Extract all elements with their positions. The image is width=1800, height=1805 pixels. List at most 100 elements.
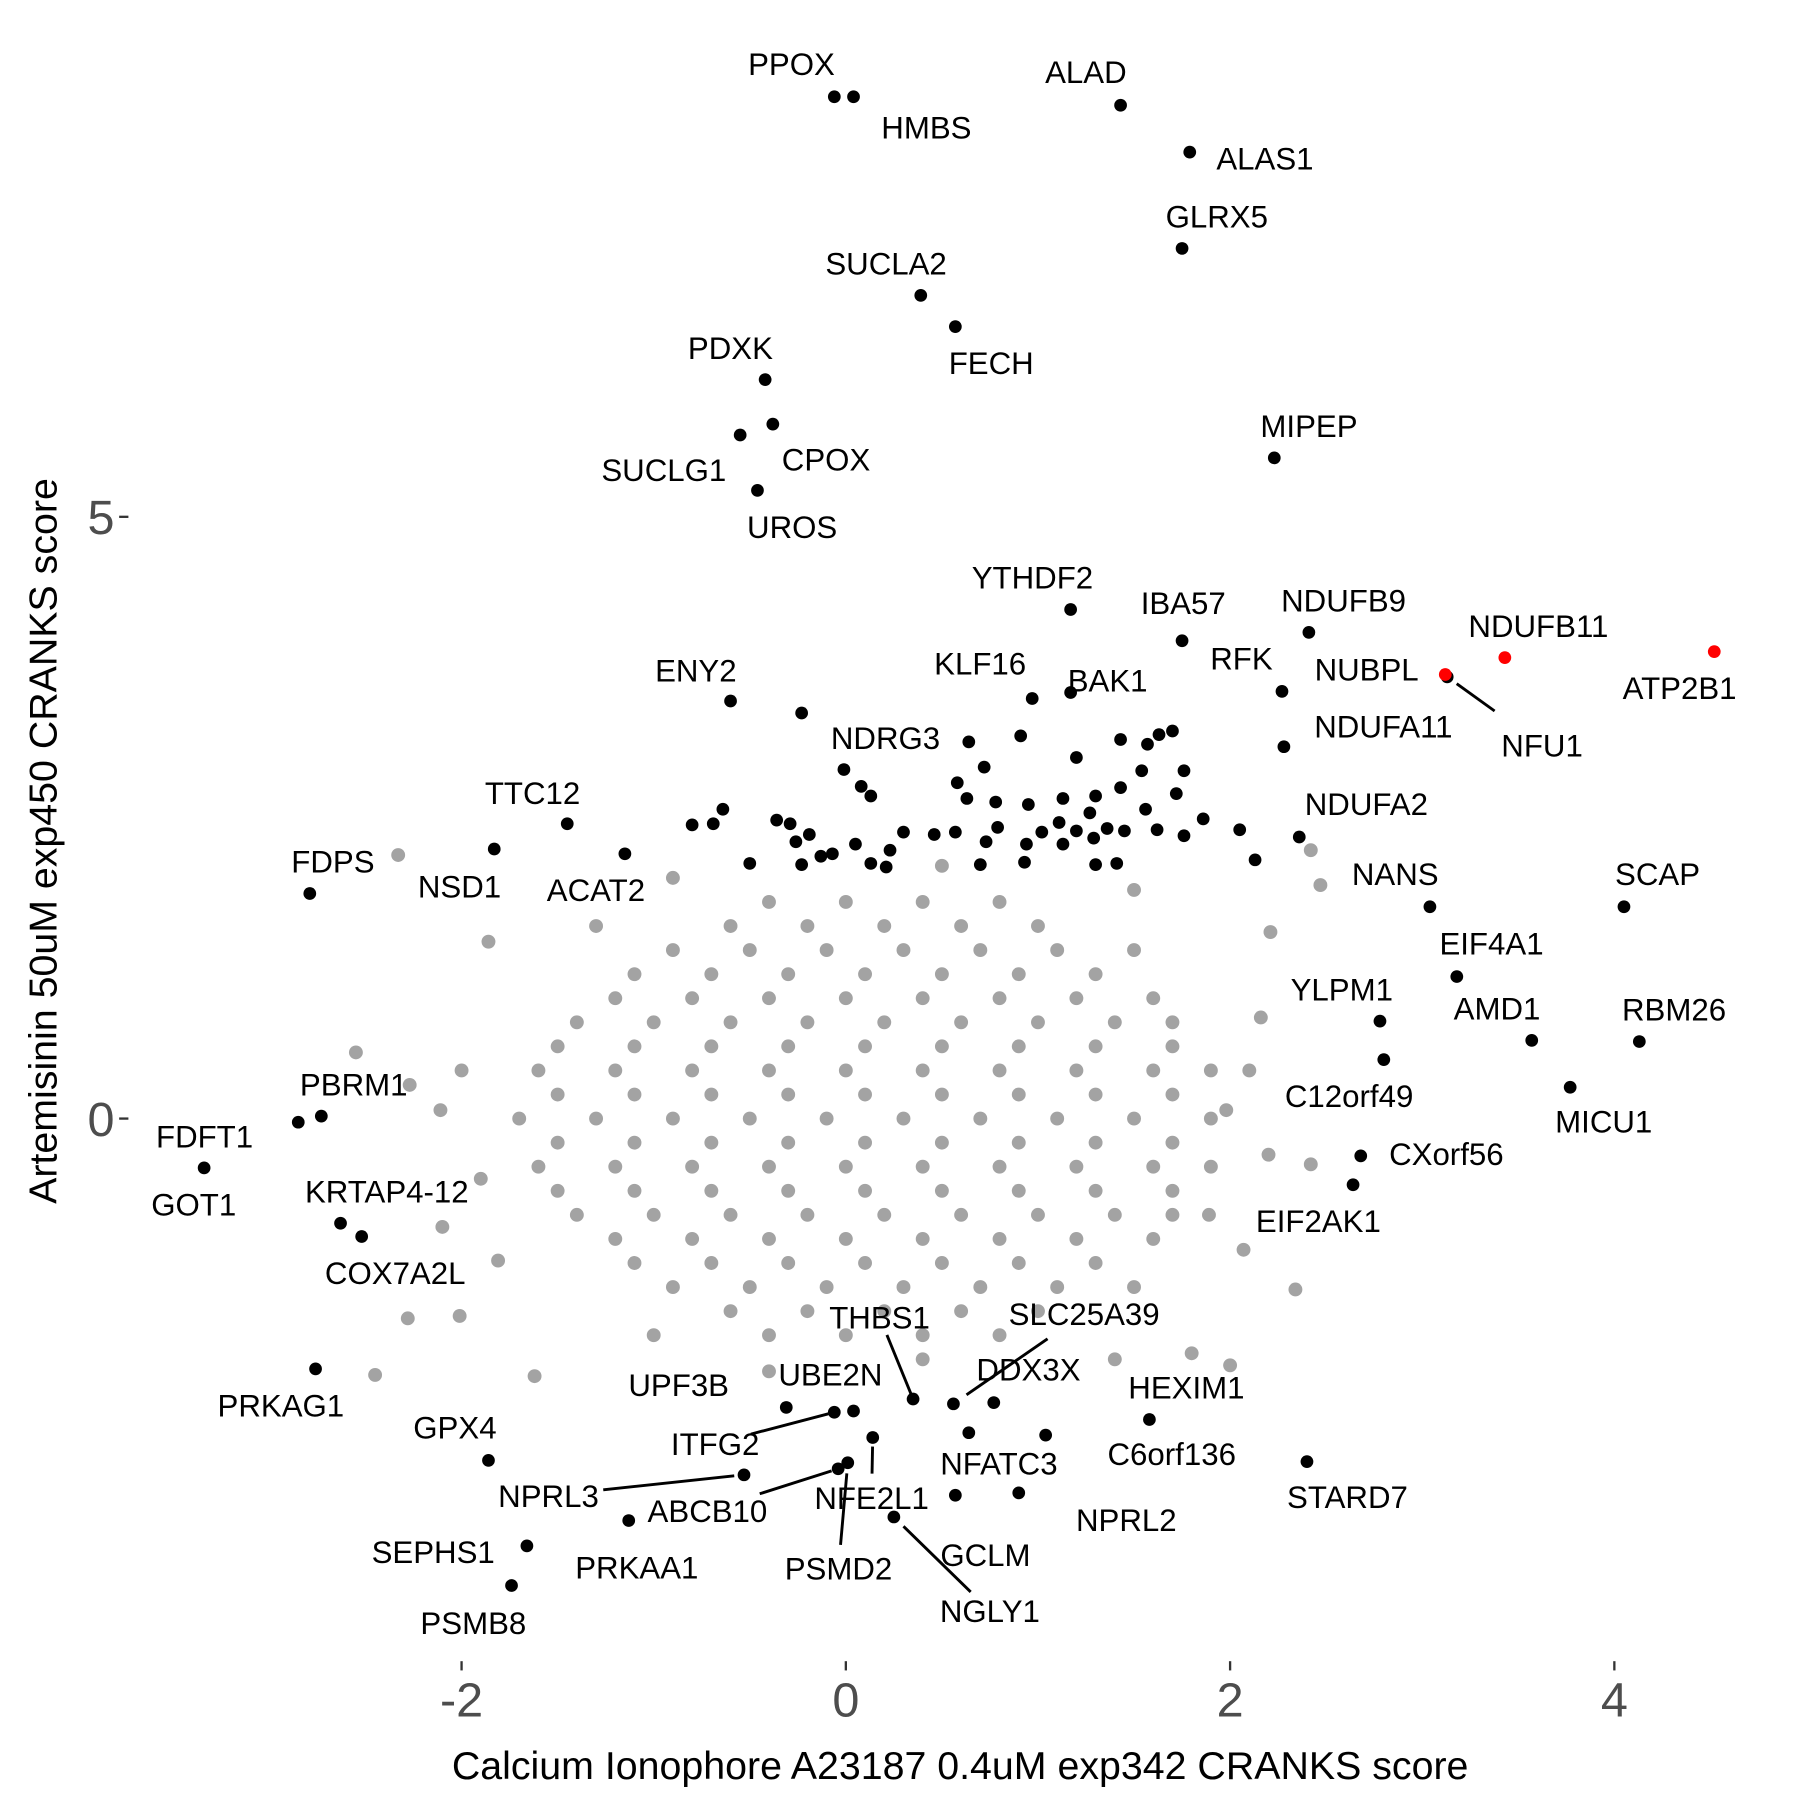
point <box>847 1404 860 1418</box>
point <box>1127 943 1141 958</box>
point <box>742 1280 757 1295</box>
point <box>1175 634 1189 648</box>
point <box>1165 1183 1180 1198</box>
point <box>737 1468 751 1482</box>
point <box>800 919 815 933</box>
point <box>368 1367 383 1382</box>
point <box>1450 970 1464 983</box>
point <box>550 1135 565 1150</box>
point-label: SUCLA2 <box>825 247 946 282</box>
point <box>685 991 700 1006</box>
leader-line <box>839 1473 849 1546</box>
point <box>487 842 501 856</box>
point <box>1275 684 1289 698</box>
point <box>992 895 1007 909</box>
point <box>1288 1282 1303 1297</box>
point <box>742 943 757 958</box>
point <box>527 1369 542 1384</box>
point <box>962 735 976 749</box>
point <box>1031 1207 1045 1222</box>
point-label: STARD7 <box>1287 1480 1408 1515</box>
point <box>887 1510 901 1524</box>
point <box>1039 1428 1053 1442</box>
point <box>1107 1207 1122 1222</box>
leader-line <box>885 1334 913 1396</box>
point <box>309 1362 322 1376</box>
point <box>303 887 317 900</box>
point <box>977 760 991 774</box>
point <box>291 1115 305 1129</box>
point <box>1139 802 1152 816</box>
point <box>1300 1455 1314 1468</box>
point <box>762 895 776 909</box>
point <box>897 825 910 839</box>
point <box>1110 857 1124 870</box>
point <box>989 795 1003 809</box>
point-label: PPOX <box>748 47 835 82</box>
point <box>879 860 893 874</box>
point <box>1423 900 1437 914</box>
point-label: MICU1 <box>1555 1104 1652 1139</box>
point <box>665 870 680 885</box>
point <box>973 1280 988 1295</box>
point <box>627 1087 642 1102</box>
point-label: YLPM1 <box>1291 972 1393 1007</box>
point <box>646 1328 661 1343</box>
point <box>1632 1035 1646 1048</box>
point <box>781 1183 796 1198</box>
point <box>849 837 862 851</box>
point <box>934 858 949 873</box>
point <box>858 1039 872 1054</box>
point-label: THBS1 <box>829 1300 930 1335</box>
point <box>770 813 784 827</box>
point <box>1069 1063 1084 1078</box>
point <box>1100 822 1114 835</box>
point-label: C12orf49 <box>1285 1079 1413 1114</box>
point <box>589 919 604 933</box>
point <box>858 1183 872 1198</box>
point <box>685 1063 700 1078</box>
point <box>1088 1183 1103 1198</box>
y-tick-label: 0 <box>87 1093 114 1147</box>
point <box>1165 1087 1180 1102</box>
point <box>1617 900 1631 914</box>
point <box>1525 1033 1539 1047</box>
point <box>1069 1231 1084 1246</box>
point <box>781 1039 796 1054</box>
point <box>1127 1111 1141 1126</box>
point <box>1438 668 1452 681</box>
point <box>314 1109 328 1123</box>
point <box>1088 1087 1103 1102</box>
point <box>883 843 897 857</box>
point-label: NSD1 <box>418 870 501 905</box>
leader-line <box>750 1412 829 1436</box>
point-label: NPRL3 <box>498 1479 599 1514</box>
point <box>454 1063 469 1078</box>
point <box>954 1015 969 1030</box>
point <box>896 1280 911 1295</box>
point <box>1135 764 1149 778</box>
point-label: BAK1 <box>1068 663 1148 698</box>
point <box>1069 1159 1084 1174</box>
point <box>1143 1413 1156 1426</box>
point <box>1707 645 1721 658</box>
point <box>1031 1304 1045 1319</box>
point <box>854 780 868 793</box>
point <box>531 1159 546 1174</box>
point <box>560 817 574 831</box>
point <box>685 818 699 832</box>
point <box>355 1230 369 1243</box>
point <box>915 1231 930 1246</box>
point-label: ACAT2 <box>547 873 645 908</box>
point-label: HEXIM1 <box>1128 1371 1244 1406</box>
point <box>1183 145 1197 159</box>
point <box>954 919 969 933</box>
point <box>841 1456 855 1470</box>
point <box>1165 1039 1180 1054</box>
point <box>947 1397 960 1411</box>
leader-line <box>902 1525 972 1593</box>
point <box>864 857 878 870</box>
point <box>1011 1135 1026 1150</box>
point <box>800 1207 815 1222</box>
point <box>987 1396 1001 1409</box>
